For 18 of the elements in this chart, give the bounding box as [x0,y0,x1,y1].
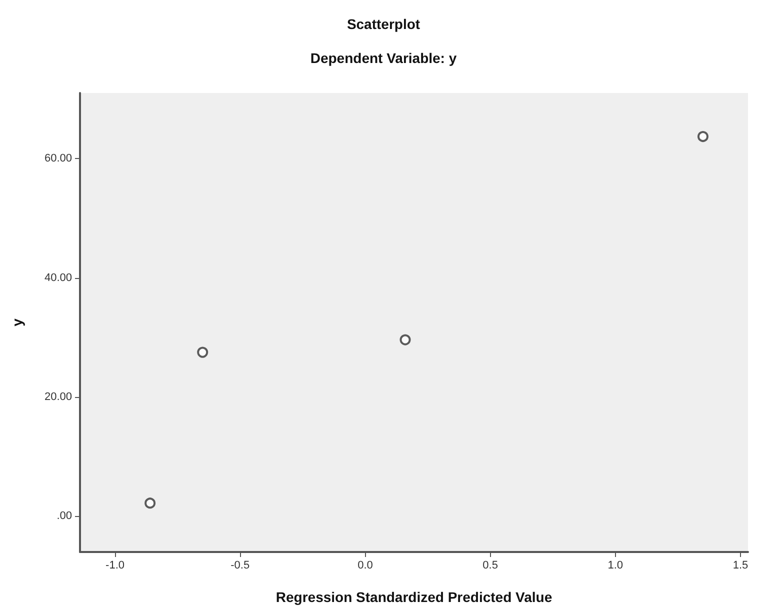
point [144,498,156,509]
x-tick-label: 0.0 [358,560,373,572]
point [197,346,208,358]
point [400,334,411,346]
x-tick-label: 1.0 [608,560,624,572]
y-tick-label: 60.00 [44,152,72,165]
point [697,131,708,142]
x-tick-label: -1.0 [106,560,125,572]
y-tick-label: .00 [56,510,72,522]
y-tick-label: 40.00 [44,272,72,284]
x-tick-label: 1.5 [732,560,748,572]
y-axis-title: y [9,318,25,326]
x-tick-label: 0.5 [482,560,498,572]
x-tick-label: -0.5 [230,560,250,572]
chart-title: Scatterplot [346,16,420,32]
chart-subtitle: Dependent Variable: y [310,50,457,66]
y-tick-label: 20.00 [44,391,72,404]
x-axis-title: Regression Standardized Predicted Value [276,589,552,605]
